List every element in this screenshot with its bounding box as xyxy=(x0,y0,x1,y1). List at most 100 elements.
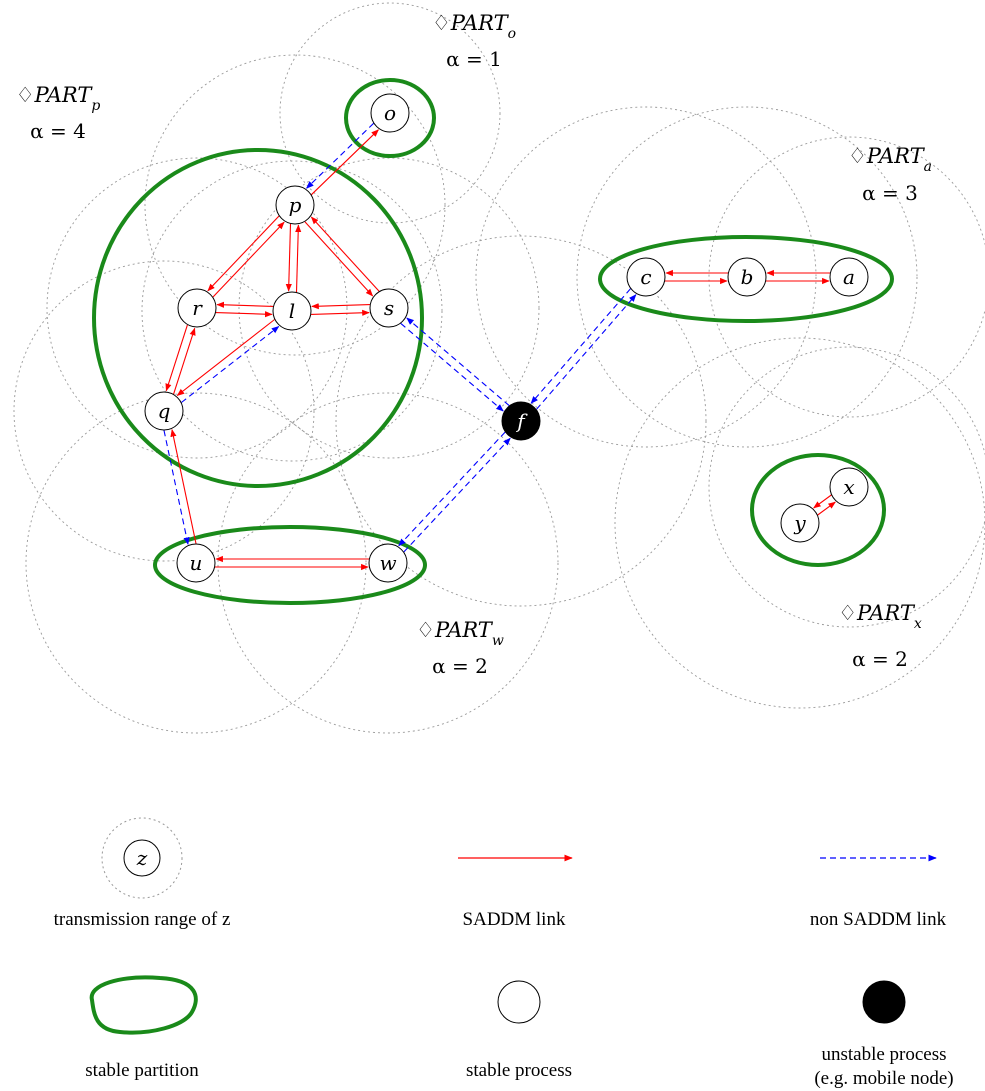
legend-range-node xyxy=(123,839,161,877)
stable-process-c: c xyxy=(626,257,666,297)
partition-alpha-w: α = 2 xyxy=(432,654,488,678)
partition-alpha-o: α = 1 xyxy=(446,47,502,71)
partition-a xyxy=(598,235,894,323)
transmission-range-circle xyxy=(144,54,446,356)
unstable-process-f: f xyxy=(501,401,541,441)
transmission-range-circle xyxy=(141,160,443,462)
partition-name-p: ♢PARTp xyxy=(16,83,101,114)
process-circle xyxy=(275,185,315,225)
transmission-range-circle xyxy=(576,106,918,448)
process-circle xyxy=(368,543,408,583)
links xyxy=(163,122,836,571)
process-circle xyxy=(829,257,869,297)
stable-process-y: y xyxy=(780,503,820,543)
saddm-link-p-to-r xyxy=(207,215,280,292)
transmission-range-circle xyxy=(475,106,817,448)
transmission-range-circle xyxy=(279,2,501,224)
saddm-link-q-to-r xyxy=(173,327,196,395)
legend-stable-process xyxy=(497,980,541,1024)
partition-name-x: ♢PARTx xyxy=(838,601,922,632)
process-label: o xyxy=(384,101,396,125)
partition-name-a: ♢PARTa xyxy=(848,144,932,175)
legend-non-saddm-text: non SADDM link xyxy=(810,909,947,930)
transmission-range-circle xyxy=(46,157,348,459)
saddm-link-p-to-l xyxy=(285,223,292,292)
legend-unstable-process xyxy=(862,980,906,1024)
saddm-link-r-to-q xyxy=(165,324,188,392)
process-label: u xyxy=(190,551,203,575)
legend-partition-text: stable partition xyxy=(85,1060,199,1081)
partition-name-o: ♢PARTo xyxy=(432,11,516,42)
non-saddm-link-c-to-f xyxy=(530,288,631,404)
legend-range-text: transmission range of z xyxy=(54,909,231,930)
non-saddm-link-s-to-f xyxy=(400,322,504,412)
transmission-range-circle xyxy=(13,260,315,562)
transmission-ranges xyxy=(13,2,985,734)
process-circle xyxy=(727,257,767,297)
process-label: a xyxy=(843,265,855,289)
stable-partitions xyxy=(92,78,894,605)
stable-process-x: x xyxy=(829,467,869,507)
stable-process-s: s xyxy=(369,288,409,328)
stable-process-a: a xyxy=(829,257,869,297)
saddm-link-r-to-l xyxy=(215,311,273,318)
stable-process-p: p xyxy=(275,185,315,225)
process-circle xyxy=(177,288,217,328)
process-circle xyxy=(144,391,184,431)
non-saddm-link-f-to-s xyxy=(406,317,510,407)
process-circle xyxy=(176,543,216,583)
legend-stable-text: stable process xyxy=(466,1060,572,1081)
saddm-link-u-to-q xyxy=(170,428,197,544)
process-label: q xyxy=(158,399,171,423)
process-label: x xyxy=(843,475,854,499)
legend-unstable-text-1: unstable process xyxy=(821,1044,946,1065)
partition-labels: ♢PARTo α = 1 ♢PARTp α = 4 ♢PARTa α = 3 ♢PARTw α… xyxy=(16,11,932,678)
process-circle xyxy=(626,257,666,297)
process-label: s xyxy=(384,296,394,320)
stable-process-r: r xyxy=(177,288,217,328)
non-saddm-link-f-to-w xyxy=(398,431,506,547)
legend: z transmission range of z SADDM link non… xyxy=(54,817,954,1089)
process-circle xyxy=(501,401,541,441)
legend-range-circle xyxy=(101,817,183,899)
process-label: r xyxy=(192,296,203,320)
transmission-range-circle xyxy=(335,235,707,607)
saddm-link-l-to-r xyxy=(216,301,274,308)
non-saddm-link-f-to-c xyxy=(536,294,637,410)
partition-alpha-p: α = 4 xyxy=(30,119,86,143)
process-circle xyxy=(272,291,312,331)
process-label: b xyxy=(741,265,754,289)
stable-process-u: u xyxy=(176,543,216,583)
partition-w xyxy=(153,525,427,605)
saddm-link-r-to-p xyxy=(212,221,285,298)
process-circle xyxy=(829,467,869,507)
legend-partition-shape xyxy=(89,975,198,1035)
process-circle xyxy=(369,288,409,328)
transmission-range-circle xyxy=(25,392,367,734)
saddm-link-l-to-q xyxy=(176,319,275,396)
transmission-range-circle xyxy=(614,337,985,709)
legend-unstable-text-2: (e.g. mobile node) xyxy=(814,1068,953,1089)
partition-o xyxy=(344,78,436,158)
saddm-link-s-to-p xyxy=(310,216,380,292)
process-circle xyxy=(370,93,410,133)
saddm-link-l-to-p xyxy=(295,224,302,293)
processes: o p r l s q u w c b a x y f xyxy=(144,93,869,583)
stable-process-o: o xyxy=(370,93,410,133)
legend-range-node-label: z xyxy=(136,846,148,870)
partition-name-w: ♢PARTw xyxy=(416,618,504,649)
partition-p xyxy=(92,148,424,488)
non-saddm-link-w-to-f xyxy=(403,437,511,553)
process-circle xyxy=(780,503,820,543)
transmission-range-circle xyxy=(217,392,559,734)
process-label: l xyxy=(289,299,295,323)
legend-saddm-text: SADDM link xyxy=(463,909,566,930)
non-saddm-link-o-to-p xyxy=(306,122,374,189)
saddm-link-p-to-s xyxy=(304,221,374,297)
saddm-link-y-to-x xyxy=(817,501,836,516)
saddm-link-l-to-s xyxy=(311,309,370,316)
partition-x xyxy=(750,453,886,567)
process-label: c xyxy=(640,265,651,289)
